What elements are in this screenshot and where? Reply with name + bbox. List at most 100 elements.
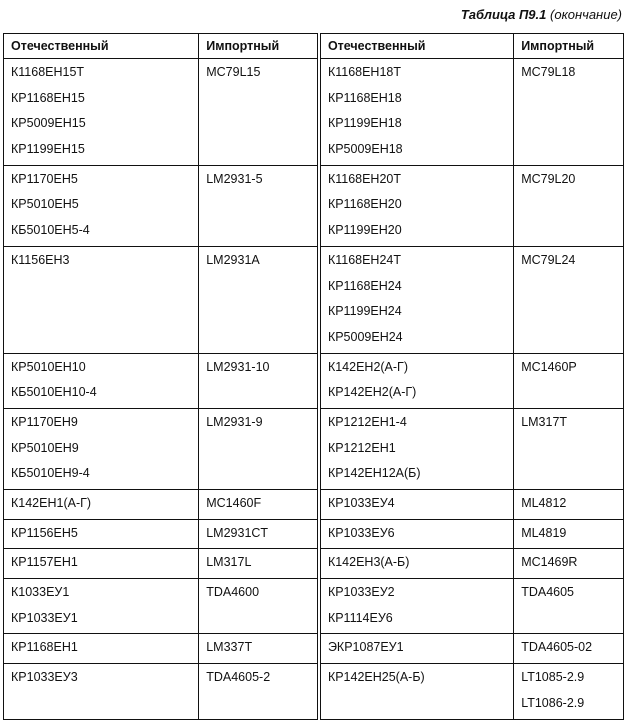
part-number: КБ5010ЕН5-4 <box>11 223 90 238</box>
part-number: TDA4605 <box>521 585 574 600</box>
part-number: КР1199ЕН24 <box>327 304 402 319</box>
domestic-cell-2: К1168ЕН18Т КР1168ЕН18 КР1199ЕН18 КР5009ЕН18 <box>316 58 515 166</box>
table-row: К1156ЕН3 LM2931A К1168ЕН24Т КР1168ЕН24 КР119… <box>2 245 624 354</box>
domestic-cell-2: К1168ЕН24Т КР1168ЕН24 КР1199ЕН24 КР5009ЕН24 <box>316 245 515 354</box>
domestic-cell: К1156ЕН3 <box>2 245 200 354</box>
part-number: К1168ЕН20Т <box>327 171 402 186</box>
domestic-cell-2: КР1033ЕУ6 <box>316 518 515 550</box>
imported-cell-2: МС1460Р <box>513 352 624 409</box>
part-number: КР1170ЕН9 <box>11 414 78 429</box>
part-number: КР1033ЕУ3 <box>11 670 78 685</box>
domestic-cell-2: КР142ЕН25(А-Б) <box>316 663 515 720</box>
domestic-cell-2: КР1033ЕУ2 КР1114ЕУ6 <box>316 578 515 635</box>
part-number: LM2931A <box>206 252 260 267</box>
part-number: КР1168ЕН1 <box>11 640 78 655</box>
domestic-cell: КР5010ЕН10 КБ5010ЕН10-4 <box>2 352 200 409</box>
imported-cell-2: LT1085-2.9 LT1086-2.9 <box>513 663 624 720</box>
part-number: К1168ЕН15Т <box>11 65 85 79</box>
domestic-cell: К1033ЕУ1 КР1033ЕУ1 <box>2 578 200 635</box>
imported-cell: LM2931A <box>198 245 320 354</box>
table-row: КР1170ЕН9 КР5010ЕН9 КБ5010ЕН9-4 LM2931-9 КР1… <box>2 407 624 491</box>
part-number: КР1156ЕН5 <box>11 525 78 540</box>
domestic-cell-2: КР1033ЕУ4 <box>316 489 515 520</box>
component-equivalents-table: Отечественный Импортный Отечественный Им… <box>2 33 624 720</box>
part-number: К142ЕН1(А-Г) <box>11 496 92 510</box>
part-number: КР5009ЕН15 <box>11 116 86 131</box>
part-number: LT1085-2.9 <box>521 670 585 685</box>
part-number: КР1033ЕУ1 <box>11 610 78 625</box>
table-row: КР1170ЕН5 КР5010ЕН5 КБ5010ЕН5-4 LM2931-5 К11… <box>2 164 624 247</box>
part-number: МС79L20 <box>521 171 576 186</box>
imported-cell: TDA4600 <box>198 578 320 635</box>
part-number: КР1168ЕН18 <box>327 90 402 105</box>
part-number: КР1170ЕН5 <box>11 171 78 186</box>
part-number: К1168ЕН18Т <box>327 65 402 79</box>
table-row: КР1033ЕУ3 TDA4605-2 КР142ЕН25(А-Б) LT1085-2… <box>2 663 624 720</box>
part-number: КР5010ЕН9 <box>11 440 79 455</box>
part-number: К142ЕН2(А-Г) <box>327 359 408 374</box>
domestic-cell: К142ЕН1(А-Г) <box>2 489 200 520</box>
domestic-cell-2: К142ЕН3(А-Б) <box>316 548 515 580</box>
part-number: MC1469R <box>521 555 578 570</box>
imported-cell-2: МС79L24 <box>513 245 624 354</box>
imported-cell: TDA4605-2 <box>198 663 320 720</box>
imported-cell-2: МС79L18 <box>513 58 624 166</box>
part-number: КР1212ЕН1 <box>327 440 396 455</box>
part-number: LT1086-2.9 <box>521 695 585 710</box>
part-number: КБ5010ЕН10-4 <box>11 385 97 400</box>
part-number: МС79L24 <box>521 252 576 267</box>
part-number: МС1460Р <box>521 359 577 374</box>
part-number: КР1157ЕН1 <box>11 555 78 570</box>
table-body: К1168ЕН15Т КР1168ЕН15 КР5009ЕН15 КР1199ЕН15… <box>2 58 624 720</box>
part-number: ЭКР1087ЕУ1 <box>327 640 404 655</box>
part-number: MC1460F <box>206 496 262 510</box>
part-number: КР1199ЕН15 <box>11 142 85 157</box>
part-number: LM2931CT <box>206 525 269 540</box>
part-number: К1033ЕУ1 <box>11 585 70 600</box>
part-number: КР1199ЕН18 <box>327 116 402 131</box>
table-row: КР1156ЕН5 LM2931CT КР1033ЕУ6 ML4819 <box>2 518 624 550</box>
part-number: ML4819 <box>521 525 567 540</box>
part-number: LM2931-5 <box>206 171 263 186</box>
domestic-cell-2: ЭКР1087ЕУ1 <box>316 633 515 665</box>
domestic-cell-2: К1168ЕН20Т КР1168ЕН20 КР1199ЕН20 <box>316 164 515 247</box>
imported-cell: МС79L15 <box>198 58 320 166</box>
table-caption: Таблица П9.1 (окончание) <box>461 7 622 22</box>
imported-cell-2: TDA4605 <box>513 578 624 635</box>
imported-cell: LM2931-5 <box>198 164 320 247</box>
domestic-cell-2: КР1212ЕН1-4 КР1212ЕН1 КР142ЕН12А(Б) <box>316 407 515 491</box>
part-number: КР142ЕН25(А-Б) <box>327 670 425 685</box>
domestic-cell: КР1033ЕУ3 <box>2 663 200 720</box>
part-number: КР5009ЕН24 <box>327 329 403 344</box>
domestic-cell: КР1157ЕН1 <box>2 548 200 580</box>
part-number: LM317L <box>206 555 252 570</box>
table-row: К142ЕН1(А-Г) MC1460F КР1033ЕУ4 ML4812 <box>2 489 624 520</box>
imported-cell-2: TDA4605-02 <box>513 633 624 665</box>
domestic-cell: КР1170ЕН9 КР5010ЕН9 КБ5010ЕН9-4 <box>2 407 200 491</box>
part-number: К1156ЕН3 <box>11 252 70 267</box>
table-row: К1168ЕН15Т КР1168ЕН15 КР5009ЕН15 КР1199ЕН15… <box>2 58 624 166</box>
part-number: КР1212ЕН1-4 <box>327 414 407 429</box>
imported-cell: LM2931-9 <box>198 407 320 491</box>
part-number: КР142ЕН2(А-Г) <box>327 385 417 400</box>
part-number: КР1033ЕУ6 <box>327 525 395 540</box>
domestic-cell: КР1168ЕН1 <box>2 633 200 665</box>
imported-cell: LM317L <box>198 548 320 580</box>
part-number: КР1033ЕУ4 <box>327 496 395 510</box>
domestic-cell: К1168ЕН15Т КР1168ЕН15 КР5009ЕН15 КР1199ЕН15 <box>2 58 200 166</box>
part-number: К142ЕН3(А-Б) <box>327 555 410 570</box>
part-number: КР1033ЕУ2 <box>327 585 395 600</box>
domestic-cell: КР1156ЕН5 <box>2 518 200 550</box>
part-number: LM2931-9 <box>206 414 263 429</box>
part-number: TDA4600 <box>206 585 260 600</box>
imported-cell-2: LM317T <box>513 407 624 491</box>
table-row: КР5010ЕН10 КБ5010ЕН10-4 LM2931-10 К142ЕН2(А… <box>2 352 624 409</box>
header-row: Отечественный Импортный Отечественный Им… <box>2 33 624 59</box>
part-number: LM2931-10 <box>206 359 270 374</box>
domestic-cell-2: К142ЕН2(А-Г) КР142ЕН2(А-Г) <box>316 352 515 409</box>
imported-cell: LM2931CT <box>198 518 320 550</box>
table-title: Таблица П9.1 <box>460 7 547 22</box>
header-domestic-2: Отечественный <box>316 33 515 59</box>
part-number: КБ5010ЕН9-4 <box>11 466 90 481</box>
table-row: КР1157ЕН1 LM317L К142ЕН3(А-Б) MC1469R <box>2 548 624 580</box>
